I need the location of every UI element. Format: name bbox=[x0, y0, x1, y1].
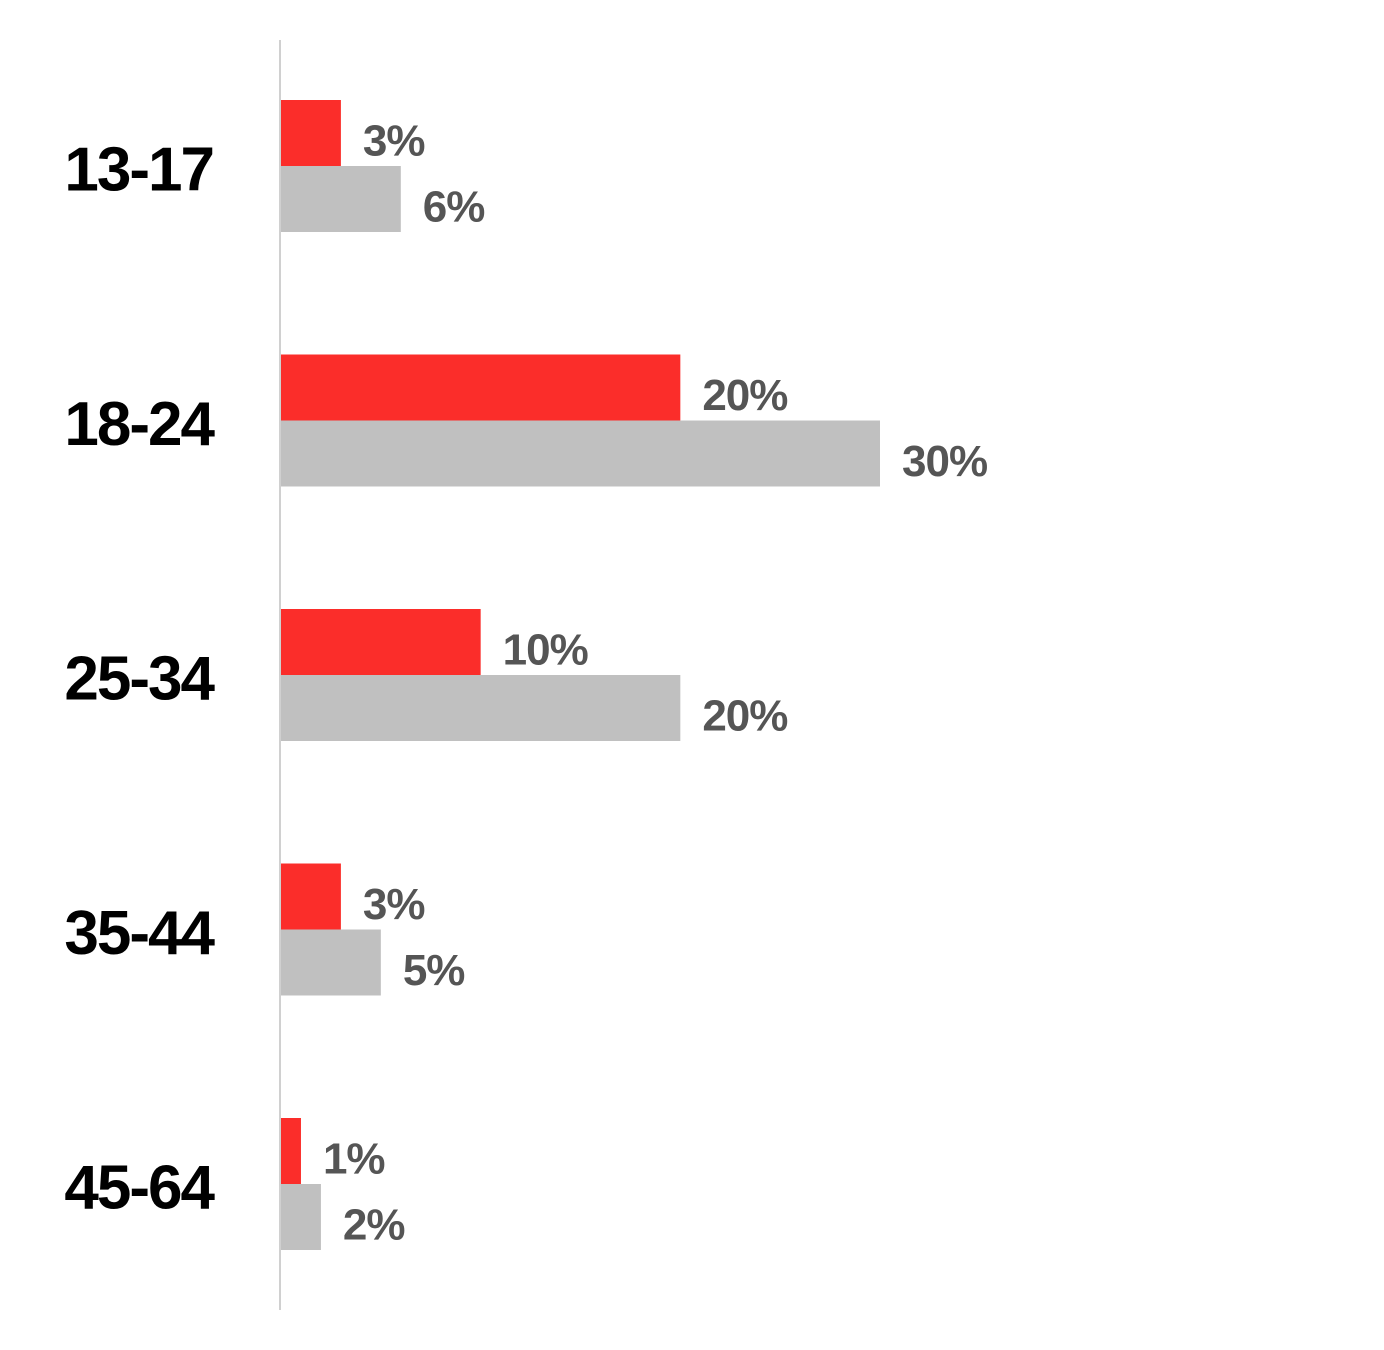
value-label: 2% bbox=[343, 1201, 405, 1250]
value-label: 3% bbox=[363, 880, 425, 929]
category-label: 13-17 bbox=[64, 136, 213, 205]
value-label: 20% bbox=[702, 692, 787, 741]
bar bbox=[281, 609, 481, 675]
value-label: 20% bbox=[702, 371, 787, 420]
bar bbox=[281, 420, 880, 487]
bar bbox=[281, 100, 341, 166]
value-label: 5% bbox=[403, 946, 465, 995]
bar bbox=[281, 863, 341, 930]
category-label: 18-24 bbox=[64, 390, 215, 459]
bar bbox=[281, 1184, 321, 1250]
bar bbox=[281, 166, 401, 232]
value-label: 6% bbox=[423, 183, 485, 232]
bar bbox=[281, 929, 381, 996]
value-label: 1% bbox=[323, 1135, 385, 1184]
bar bbox=[281, 675, 681, 741]
value-label: 30% bbox=[902, 437, 987, 486]
bar bbox=[281, 354, 681, 421]
category-label: 25-34 bbox=[64, 645, 215, 714]
value-label: 10% bbox=[503, 626, 588, 675]
category-label: 45-64 bbox=[64, 1154, 215, 1223]
bar bbox=[281, 1118, 301, 1184]
category-label: 35-44 bbox=[64, 899, 215, 968]
value-label: 3% bbox=[363, 117, 425, 166]
